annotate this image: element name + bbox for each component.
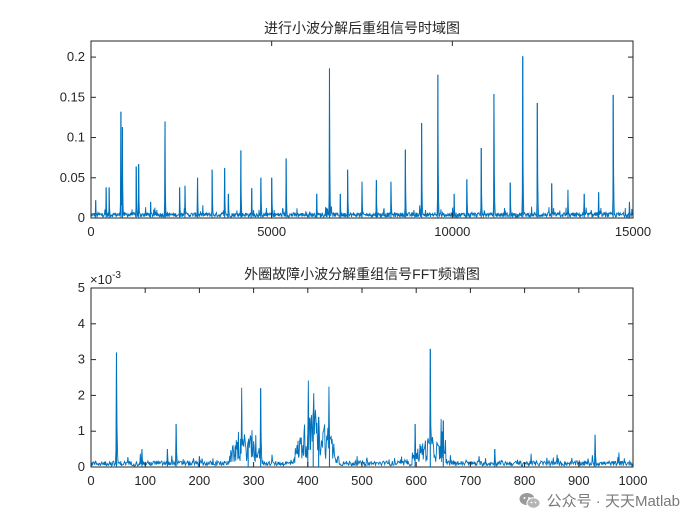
time-domain-series — [90, 56, 634, 219]
time-domain-y-ticks: 0 0.05 0.1 0.15 0.2 — [60, 49, 633, 225]
y-tick-label: 0 — [78, 210, 85, 225]
y-tick-label: 1 — [78, 423, 85, 438]
y-tick-label: 0.2 — [67, 49, 85, 64]
y-tick-label: 3 — [78, 352, 85, 367]
fft-spectrum-axes-box — [90, 287, 634, 468]
x-tick-label: 100 — [134, 473, 156, 488]
x-tick-label: 600 — [405, 473, 427, 488]
watermark-text: 公众号 · 天天Matlab — [546, 493, 680, 510]
x-tick-label: 15000 — [615, 224, 651, 239]
fft-spectrum-title: 外圈故障小波分解重组信号FFT频谱图 — [244, 266, 480, 282]
x-tick-label: 200 — [189, 473, 211, 488]
y-tick-label: 0.15 — [60, 89, 85, 104]
x-tick-label: 300 — [243, 473, 265, 488]
x-tick-label: 10000 — [434, 224, 470, 239]
x-tick-label: 0 — [87, 224, 94, 239]
x-tick-label: 800 — [514, 473, 536, 488]
time-domain-plot: 进行小波分解后重组信号时域图 0 5000 10000 15000 00.050.10… — [60, 20, 651, 239]
y-tick-label: 5 — [78, 280, 85, 295]
fft-spectrum-y-ticks: 0 1 2 3 4 5 — [78, 280, 633, 474]
y-tick-label: 0.05 — [60, 170, 85, 185]
fft-spectrum-x-ticks: 0 100 200 300 400 500 600 700 800 900 1000 — [87, 288, 647, 488]
x-tick-label: 5000 — [257, 224, 286, 239]
y-exponent-power: -3 — [112, 270, 121, 281]
x-tick-label: 1000 — [619, 473, 648, 488]
time-domain-title: 进行小波分解后重组信号时域图 — [264, 20, 460, 36]
x-tick-label: 400 — [297, 473, 319, 488]
y-exponent-label: ×10-3 — [90, 270, 121, 287]
x-tick-label: 900 — [568, 473, 590, 488]
y-tick-label: 0.1 — [67, 130, 85, 145]
watermark: 公众号 · 天天Matlab — [519, 490, 680, 511]
y-tick-label: 4 — [78, 316, 85, 331]
x-tick-label: 0 — [87, 473, 94, 488]
x-tick-label: 700 — [460, 473, 482, 488]
wechat-icon — [519, 492, 541, 509]
fft-spectrum-plot: 外圈故障小波分解重组信号FFT频谱图 ×10-3 0 100 200 300 400 50… — [78, 266, 648, 488]
y-tick-label: 0 — [78, 459, 85, 474]
time-domain-x-ticks: 0 5000 10000 15000 — [87, 41, 651, 239]
x-tick-label: 500 — [351, 473, 373, 488]
y-exponent-base: ×10 — [90, 272, 112, 287]
y-tick-label: 2 — [78, 387, 85, 402]
